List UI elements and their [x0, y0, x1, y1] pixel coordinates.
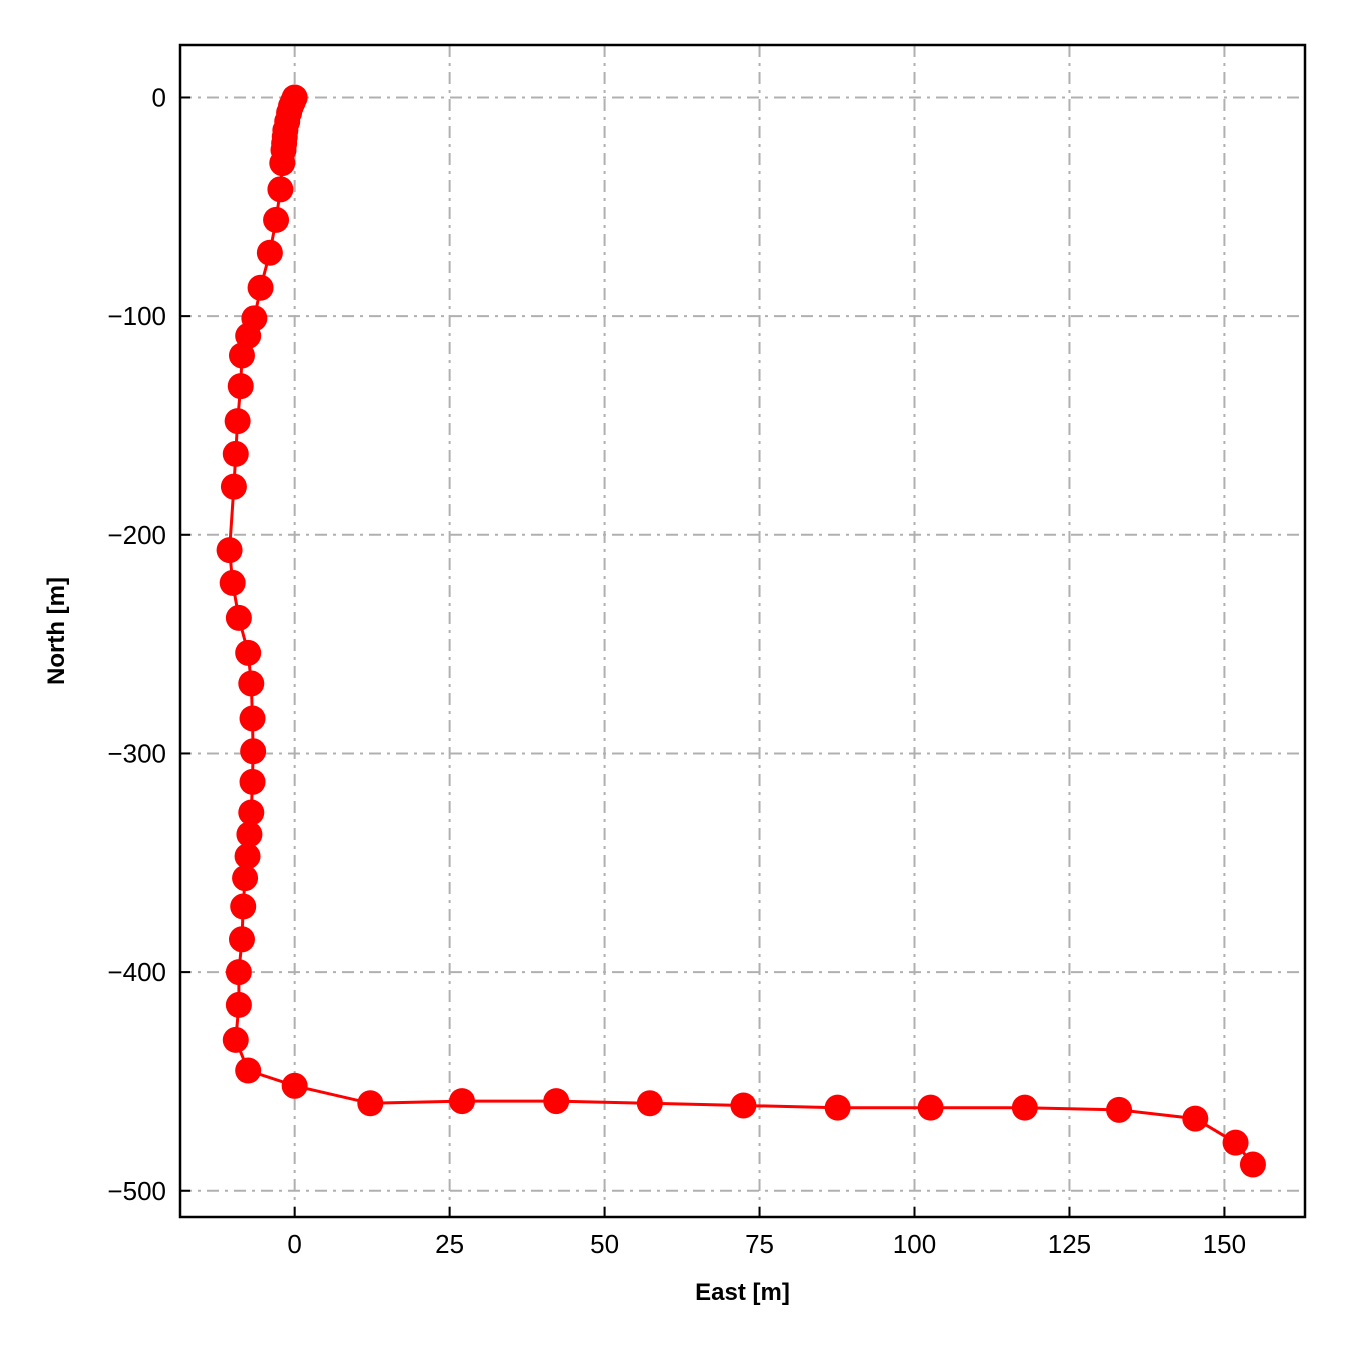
y-axis-label: North [m] — [43, 577, 70, 685]
y-tick-label: −200 — [107, 520, 166, 550]
data-point — [228, 926, 255, 953]
data-point — [239, 705, 266, 732]
data-point — [240, 738, 267, 765]
data-point — [917, 1094, 944, 1121]
data-point — [222, 440, 249, 467]
data-point — [235, 322, 262, 349]
data-point — [269, 150, 296, 177]
data-point — [236, 821, 263, 848]
data-point — [238, 799, 265, 826]
data-point — [1106, 1096, 1133, 1123]
data-point — [449, 1088, 476, 1115]
plot-frame — [178, 43, 1307, 1219]
data-point — [225, 604, 252, 631]
data-point — [1222, 1129, 1249, 1156]
series-line — [228, 96, 1255, 1166]
data-point — [247, 274, 274, 301]
y-tick-label: −300 — [107, 738, 166, 768]
data-point — [256, 239, 283, 266]
data-point — [234, 843, 261, 870]
data-point — [730, 1092, 757, 1119]
x-tick-label: 150 — [1203, 1229, 1246, 1259]
x-tick-label: 50 — [590, 1229, 619, 1259]
data-point — [636, 1090, 663, 1117]
data-point — [357, 1090, 384, 1117]
data-point — [219, 569, 246, 596]
x-tick-label: 100 — [893, 1229, 936, 1259]
data-point — [224, 408, 251, 435]
x-tick-label: 75 — [745, 1229, 774, 1259]
x-tick-label: 125 — [1048, 1229, 1091, 1259]
data-point — [228, 342, 255, 369]
data-point — [230, 893, 257, 920]
x-axis-label: East [m] — [695, 1279, 790, 1306]
data-point — [824, 1094, 851, 1121]
data-point — [543, 1088, 570, 1115]
y-tick-label: −500 — [107, 1176, 166, 1206]
data-point — [232, 865, 259, 892]
data-point — [1182, 1105, 1209, 1132]
x-tick-label: 25 — [435, 1229, 464, 1259]
tick-marks — [180, 96, 1226, 1217]
data-point — [225, 991, 252, 1018]
data-point — [227, 373, 254, 400]
data-point — [222, 1026, 249, 1053]
y-tick-label: −400 — [107, 957, 166, 987]
data-point — [220, 473, 247, 500]
grid-lines — [180, 45, 1305, 1217]
x-tick-label: 0 — [287, 1229, 301, 1259]
data-point — [1011, 1094, 1038, 1121]
data-point — [263, 206, 290, 233]
y-tick-label: 0 — [152, 82, 166, 112]
data-point — [239, 768, 266, 795]
y-tick-labels: 0 −100 −200 −300 −400 −500 — [107, 82, 166, 1205]
data-point — [1239, 1151, 1266, 1178]
data-point — [281, 1072, 308, 1099]
y-tick-label: −100 — [107, 301, 166, 331]
data-point — [235, 1057, 262, 1084]
x-tick-labels: 0 25 50 75 100 125 150 — [287, 1229, 1246, 1259]
data-point — [225, 959, 252, 986]
data-points — [216, 84, 1266, 1178]
data-point — [267, 176, 294, 203]
data-point — [238, 670, 265, 697]
data-point — [216, 537, 243, 564]
data-point — [235, 639, 262, 666]
